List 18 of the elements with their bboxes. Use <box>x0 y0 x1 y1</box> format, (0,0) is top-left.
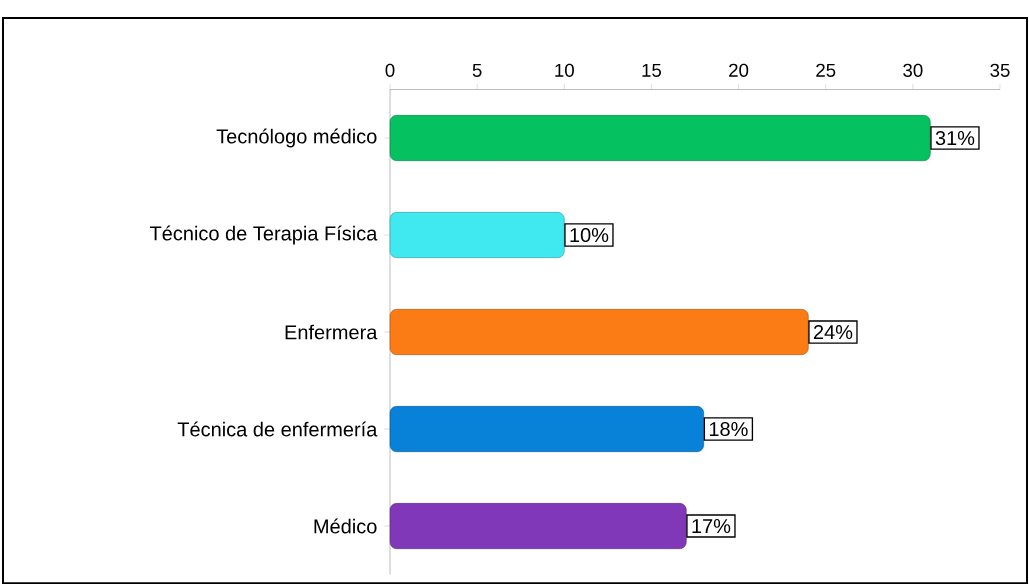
x-tick-label: 10 <box>555 63 574 77</box>
y-tick-label: Técnica de enfermería <box>177 421 378 437</box>
data-label: 17% <box>692 519 731 534</box>
x-tick-label: 5 <box>472 63 482 77</box>
data-label: 18% <box>709 421 748 437</box>
x-tick-label: 25 <box>816 63 836 77</box>
x-tick-label: 35 <box>990 63 1010 77</box>
data-label: 24% <box>813 324 853 340</box>
data-label: 31% <box>935 130 975 146</box>
x-tick-label: 20 <box>729 63 749 77</box>
x-tick-label: 0 <box>385 63 395 77</box>
y-tick-label: Tecnólogo médico <box>216 128 377 148</box>
data-label: 10% <box>570 227 609 243</box>
x-tick-label: 30 <box>903 63 923 77</box>
y-tick-label: Técnico de Terapia Física <box>149 225 378 245</box>
x-tick-label: 15 <box>642 63 662 77</box>
y-tick-label: Médico <box>314 518 377 534</box>
y-tick-label: Enfermera <box>285 324 378 340</box>
